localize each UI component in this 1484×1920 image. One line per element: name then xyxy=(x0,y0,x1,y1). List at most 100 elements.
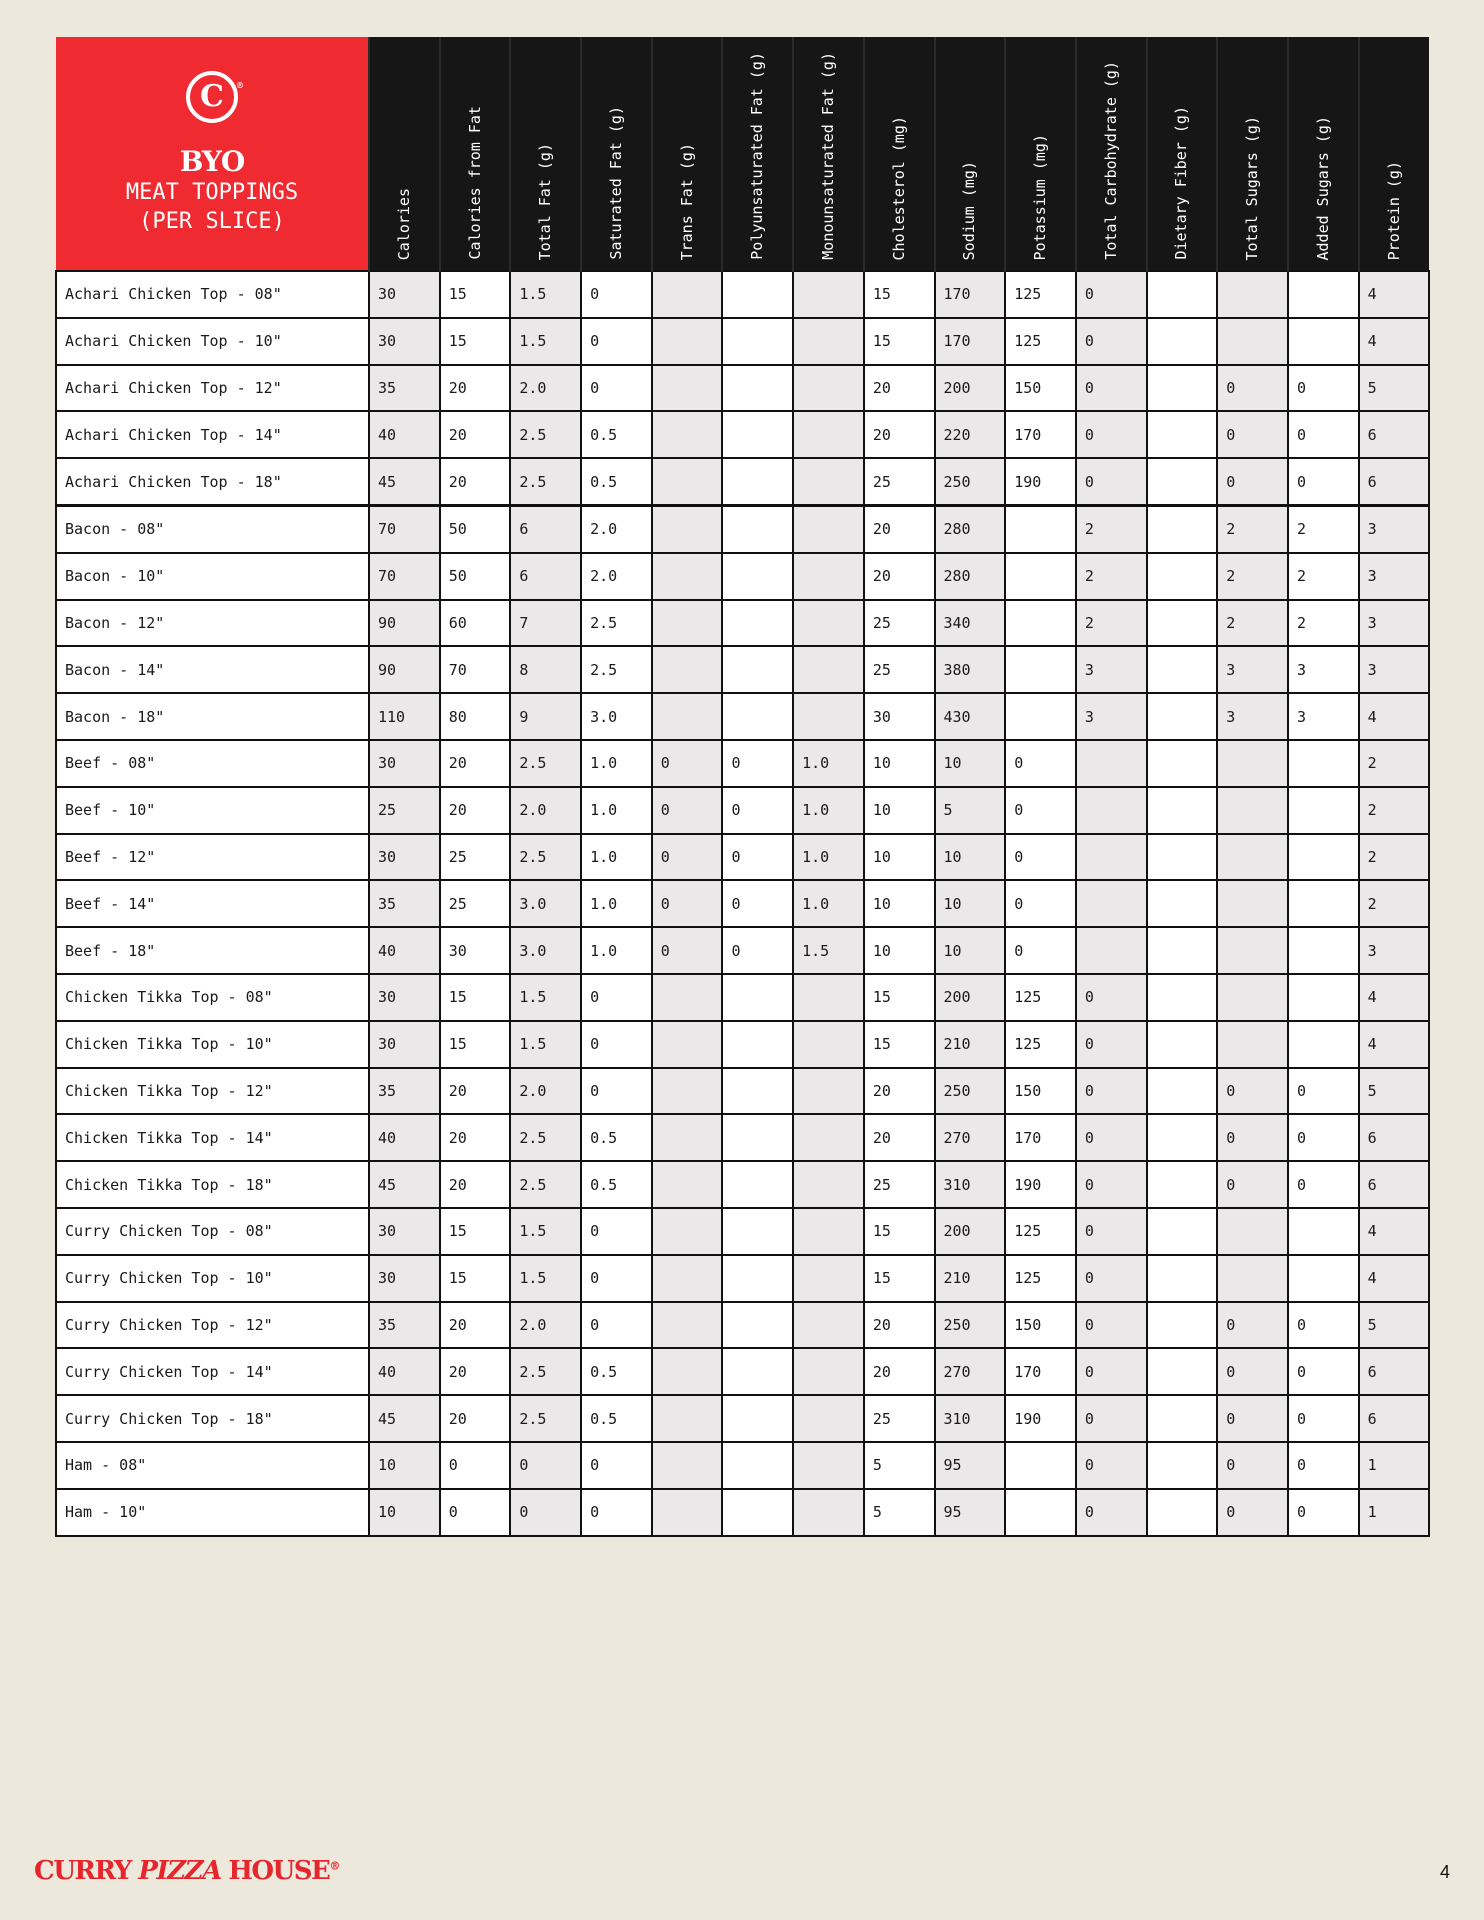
value-cell: 3 xyxy=(1074,645,1148,695)
table-row: Achari Chicken Top - 10" 30 15 1.5 0 15 170 125… xyxy=(55,316,1431,366)
value-cell xyxy=(1145,1113,1219,1163)
value-cell xyxy=(1286,316,1360,366)
value-cell: 2 xyxy=(1286,551,1360,601)
value-cell xyxy=(1216,316,1289,366)
item-name-cell: Curry Chicken Top - 14" xyxy=(55,1347,370,1397)
value-cell: 3 xyxy=(1357,504,1431,554)
value-cell xyxy=(1216,785,1289,835)
value-cell: 10 xyxy=(933,832,1007,882)
value-cell: 270 xyxy=(933,1113,1007,1163)
value-cell: 210 xyxy=(933,1019,1007,1069)
value-cell: 1.0 xyxy=(580,832,653,882)
value-cell: 15 xyxy=(438,316,512,366)
value-cell: 25 xyxy=(368,785,441,835)
value-cell: 5 xyxy=(1357,1300,1431,1350)
value-cell: 30 xyxy=(438,926,512,975)
value-cell xyxy=(721,1066,795,1116)
column-header: Protein (g) xyxy=(1357,37,1430,271)
value-cell: 35 xyxy=(368,879,441,929)
value-cell: 10 xyxy=(862,832,936,882)
value-cell: 3.0 xyxy=(509,926,583,975)
value-cell: 20 xyxy=(862,1300,936,1350)
value-cell: 20 xyxy=(862,551,936,601)
value-cell: 2.5 xyxy=(509,738,583,788)
item-name-cell: Bacon - 18" xyxy=(55,692,370,741)
item-name-cell: Beef - 08" xyxy=(55,738,370,788)
value-cell: 150 xyxy=(1004,1066,1077,1116)
value-cell: 20 xyxy=(862,504,936,554)
value-cell: 170 xyxy=(933,270,1007,319)
nutrition-table: C ® BYO MEAT TOPPINGS (PER SLICE) Calorie… xyxy=(55,37,1431,1537)
value-cell xyxy=(792,1394,865,1443)
column-header-label: Protein (g) xyxy=(1384,160,1403,260)
value-cell: 0 xyxy=(1286,1440,1360,1490)
value-cell xyxy=(650,645,724,695)
value-cell: 210 xyxy=(933,1253,1007,1303)
value-cell: 3 xyxy=(1357,645,1431,695)
value-cell xyxy=(1286,1206,1360,1256)
value-cell: 340 xyxy=(933,598,1007,648)
value-cell: 170 xyxy=(1004,410,1077,460)
value-cell: 0 xyxy=(1286,1394,1360,1443)
value-cell: 2.0 xyxy=(509,363,583,413)
value-cell: 30 xyxy=(368,832,441,882)
value-cell xyxy=(1004,645,1077,695)
value-cell: 20 xyxy=(438,1394,512,1443)
value-cell: 0 xyxy=(1216,1347,1289,1397)
value-cell: 20 xyxy=(438,1066,512,1116)
value-cell: 0 xyxy=(1004,738,1077,788)
value-cell: 10 xyxy=(933,879,1007,929)
value-cell: 2.5 xyxy=(509,457,583,507)
value-cell: 20 xyxy=(438,738,512,788)
value-cell: 0 xyxy=(580,363,653,413)
header-row: C ® BYO MEAT TOPPINGS (PER SLICE) Calorie… xyxy=(56,37,1430,271)
value-cell: 4 xyxy=(1357,1019,1431,1069)
item-name-cell: Curry Chicken Top - 08" xyxy=(55,1206,370,1256)
value-cell: 15 xyxy=(438,1019,512,1069)
value-cell: 2 xyxy=(1357,832,1431,882)
value-cell xyxy=(1145,270,1219,319)
value-cell: 200 xyxy=(933,972,1007,1022)
value-cell: 200 xyxy=(933,1206,1007,1256)
value-cell: 0 xyxy=(580,270,653,319)
table-subtitle-2: (PER SLICE) xyxy=(139,209,285,234)
value-cell: 4 xyxy=(1357,1206,1431,1256)
value-cell: 2 xyxy=(1286,504,1360,554)
value-cell xyxy=(1145,1347,1219,1397)
value-cell: 2.5 xyxy=(580,598,653,648)
value-cell: 280 xyxy=(933,504,1007,554)
value-cell: 0 xyxy=(1216,1394,1289,1443)
value-cell xyxy=(1145,785,1219,835)
value-cell: 35 xyxy=(368,1300,441,1350)
value-cell: 0 xyxy=(1004,879,1077,929)
item-name-cell: Bacon - 08" xyxy=(55,504,370,554)
value-cell xyxy=(650,1066,724,1116)
value-cell xyxy=(1286,832,1360,882)
value-cell: 45 xyxy=(368,457,441,507)
value-cell: 0 xyxy=(1216,363,1289,413)
value-cell: 0 xyxy=(580,1066,653,1116)
value-cell xyxy=(1145,879,1219,929)
column-header-label: Polyunsaturated Fat (g) xyxy=(748,52,767,260)
value-cell xyxy=(1145,504,1219,554)
value-cell: 0 xyxy=(438,1487,512,1537)
value-cell xyxy=(721,645,795,695)
value-cell: 2 xyxy=(1216,598,1289,648)
value-cell xyxy=(721,1253,795,1303)
column-header: Total Sugars (g) xyxy=(1216,37,1288,271)
value-cell: 1.0 xyxy=(792,785,865,835)
value-cell: 250 xyxy=(933,1066,1007,1116)
value-cell xyxy=(792,1206,865,1256)
value-cell: 190 xyxy=(1004,1160,1077,1209)
table-row: Beef - 08" 30 20 2.5 1.0 0 0 1.0 10 10 0 2 xyxy=(55,738,1431,788)
value-cell: 280 xyxy=(933,551,1007,601)
value-cell: 0 xyxy=(580,1487,653,1537)
value-cell: 2.0 xyxy=(580,504,653,554)
page-number: 4 xyxy=(1439,1862,1450,1882)
column-header: Calories xyxy=(368,37,440,271)
value-cell: 1 xyxy=(1357,1440,1431,1490)
column-header-label: Calories xyxy=(394,187,413,260)
table-row: Beef - 12" 30 25 2.5 1.0 0 0 1.0 10 10 0 2 xyxy=(55,832,1431,882)
value-cell: 15 xyxy=(438,1206,512,1256)
value-cell: 0 xyxy=(650,926,724,975)
